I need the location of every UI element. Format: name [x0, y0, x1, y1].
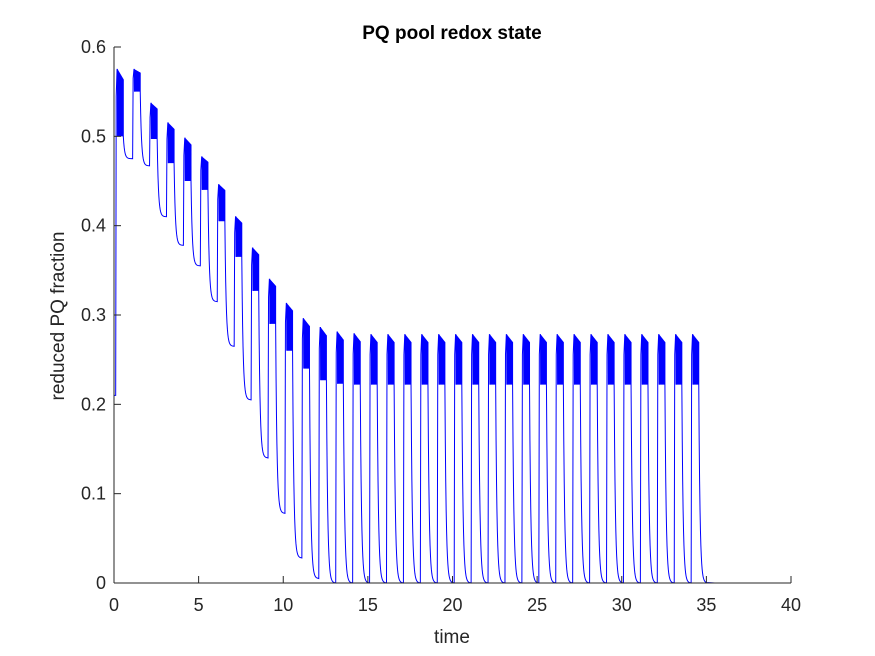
pulse-band-16: [371, 334, 378, 385]
x-tick-label: 10: [273, 595, 293, 615]
y-tick-label: 0.6: [81, 37, 106, 57]
pulse-band-27: [557, 334, 564, 385]
pulse-band-30: [608, 334, 615, 385]
pulse-band-21: [455, 334, 462, 385]
y-axis-label: reduced PQ fraction: [48, 232, 69, 401]
pulse-band-34: [675, 334, 682, 385]
pulse-band-20: [438, 334, 445, 385]
pulse-band-33: [658, 334, 665, 385]
pulse-band-9: [252, 248, 259, 291]
pulse-band-13: [320, 327, 327, 381]
pulse-band-25: [523, 334, 530, 385]
pulse-band-17: [388, 334, 395, 385]
pulse-band-31: [625, 334, 632, 385]
y-tick-label: 0.1: [81, 484, 106, 504]
x-tick-label: 0: [109, 595, 119, 615]
x-tick-label: 15: [358, 595, 378, 615]
axes-layer: 0 5 10 15 20 25 30 35 40 0 0.1 0.2 0.3 0.4 0.5 0.6: [81, 37, 801, 615]
pulse-band-4: [168, 122, 175, 164]
pulse-band-3: [151, 103, 158, 140]
pulse-band-14: [337, 331, 344, 384]
pulse-band-1: [117, 69, 124, 137]
x-tick-label: 30: [612, 595, 632, 615]
x-tick-label: 40: [781, 595, 801, 615]
x-axis-label: time: [434, 627, 470, 648]
x-tick-label: 5: [194, 595, 204, 615]
series-layer: [113, 68, 715, 584]
pulse-band-12: [303, 318, 310, 369]
pulse-band-11: [286, 303, 293, 351]
pulse-band-35: [692, 334, 699, 385]
pulse-band-5: [185, 138, 192, 181]
y-tick-label: 0.2: [81, 394, 106, 414]
x-tick-label: 35: [696, 595, 716, 615]
y-tick-label: 0.3: [81, 305, 106, 325]
pulse-band-23: [489, 334, 496, 385]
pulse-band-7: [218, 184, 225, 222]
pulse-band-24: [506, 334, 513, 385]
pulse-band-29: [591, 334, 598, 385]
y-tick-label: 0.5: [81, 126, 106, 146]
pulse-band-22: [472, 334, 479, 385]
pulse-band-18: [405, 334, 412, 385]
pulse-band-8: [235, 216, 242, 257]
pulse-band-26: [540, 334, 547, 385]
pulse-band-28: [574, 334, 581, 385]
pulse-band-32: [642, 334, 648, 385]
pulse-band-15: [354, 333, 361, 385]
pulse-band-2: [134, 69, 141, 92]
y-tick-label: 0: [96, 573, 106, 593]
pulse-band-10: [269, 279, 276, 324]
x-tick-label: 25: [527, 595, 547, 615]
x-tick-label: 20: [442, 595, 462, 615]
chart-title: PQ pool redox state: [362, 23, 541, 44]
pulse-band-6: [202, 156, 208, 190]
pulse-band-19: [422, 334, 428, 385]
y-tick-label: 0.4: [81, 216, 106, 236]
